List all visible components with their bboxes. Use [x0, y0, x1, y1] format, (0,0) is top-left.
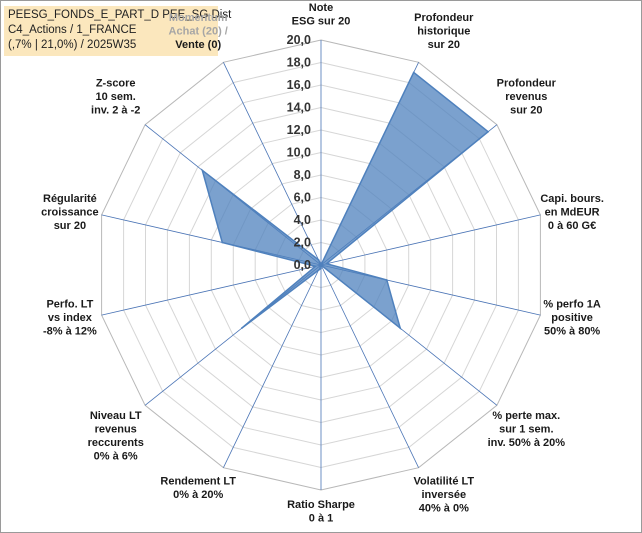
tick-label: 18,0 [287, 56, 311, 70]
chart-title-box: PEESG_FONDS_E_PART_D PEE_SG Dist C4_Acti… [4, 6, 232, 56]
axis-label-line: Achat (20) / [169, 26, 228, 38]
tick-label: 0,0 [294, 258, 311, 272]
axis-label-line: 0% à 6% [94, 450, 138, 462]
title-line-3: (,7% | 21,0%) / 2025W35 [8, 39, 137, 51]
axis-label-line: ESG sur 20 [292, 16, 351, 28]
data-point [317, 269, 320, 271]
title-line-2: C4_Actions / 1_FRANCE [8, 24, 137, 36]
data-point [201, 169, 204, 172]
axis-label: Rendement LT0% à 20% [160, 476, 236, 502]
data-point [314, 265, 317, 268]
axis-label-line: -8% à 12% [43, 326, 97, 338]
axis-label-line: sur 1 sem. [499, 423, 553, 435]
tick-label: 4,0 [294, 213, 311, 227]
tick-label: 10,0 [287, 146, 311, 160]
data-point [399, 327, 402, 329]
axis-label-line: Volatilité LT [413, 476, 474, 488]
tick-label: 20,0 [287, 33, 311, 47]
series-layer [200, 71, 490, 331]
axis-spoke [223, 264, 322, 468]
tick-label: 12,0 [287, 123, 311, 137]
data-point [386, 279, 388, 281]
axis-label-line: Rendement LT [160, 476, 236, 488]
axis-label-line: inversée [421, 489, 466, 501]
axis-spoke [223, 62, 322, 266]
axis-label: Note ESG sur 20 [292, 2, 351, 28]
axis-label-line: sur 20 [510, 105, 542, 117]
axis-label-line: Régularité [43, 193, 97, 205]
axis-label-line: en MdEUR [545, 207, 600, 219]
axis-label-line: Z-score [96, 78, 136, 90]
data-point [320, 267, 322, 270]
axis-label-line: sur 20 [54, 220, 86, 232]
axis-label-line: Niveau LT [90, 410, 142, 422]
axis-label-line: % perfo 1A [543, 299, 601, 311]
axis-label-line: Profondeur [497, 78, 557, 90]
axis-label-line: % perte max. [492, 410, 560, 422]
axis-label-line: sur 20 [428, 39, 460, 51]
axis-spoke [320, 264, 419, 468]
axis-label: Momentum Achat (20) /Vente (0) [169, 12, 228, 51]
axis-label-line: Profondeur [414, 12, 474, 24]
tick-label: 8,0 [294, 168, 311, 182]
axis-label-line: Momentum [169, 12, 228, 24]
axis-label-line: 0 à 60 G€ [548, 220, 596, 232]
axis-label-line: croissance [41, 207, 98, 219]
axis-label-line: vs index [48, 312, 93, 324]
axis-label-line: inv. 2 à -2 [91, 105, 140, 117]
data-point [487, 130, 489, 133]
axis-label-line: 0 à 1 [309, 513, 333, 525]
axis-label-line: Note [309, 2, 333, 14]
tick-label-layer: 0,0 2,0 4,0 6,0 8,0 10,0 12,0 14,0 16,0 18,0 20,0 [287, 33, 311, 272]
data-point [320, 264, 322, 266]
axis-label-line: Capi. bours. [540, 193, 604, 205]
tick-label: 6,0 [294, 191, 311, 205]
axis-spoke [101, 264, 322, 316]
tick-label: 2,0 [294, 236, 311, 250]
axis-label-line: positive [551, 312, 593, 324]
axis-label-line: revenus [95, 423, 137, 435]
axis-label-line: 0% à 20% [173, 489, 223, 501]
data-point [221, 241, 224, 244]
axis-label-line: revenus [505, 91, 547, 103]
data-point [412, 71, 415, 74]
data-point [325, 262, 328, 265]
axis-label-line: 10 sem. [96, 91, 136, 103]
axis-label-line: reccurents [88, 437, 144, 449]
data-point [241, 327, 243, 329]
axis-label-line: inv. 50% à 20% [488, 437, 566, 449]
series-area [200, 71, 490, 331]
axis-label-line: Ratio Sharpe [287, 499, 355, 511]
axis-label-line: Vente (0) [175, 39, 221, 51]
data-point [317, 259, 320, 261]
tick-label: 14,0 [287, 101, 311, 115]
axis-label: % perte max.sur 1 sem. inv. 50% à 20% [488, 410, 566, 449]
title-line-1: PEESG_FONDS_E_PART_D PEE_SG Dist [8, 9, 232, 21]
axis-spoke [320, 214, 541, 266]
axis-label-line: Perfo. LT [46, 299, 93, 311]
tick-label: 16,0 [287, 78, 311, 92]
axis-label-line: historique [417, 26, 470, 38]
axis-label-line: 40% à 0% [419, 503, 469, 515]
axis-label: Ratio Sharpe 0 à 1 [287, 499, 355, 525]
axis-label-line: 50% à 80% [544, 326, 600, 338]
